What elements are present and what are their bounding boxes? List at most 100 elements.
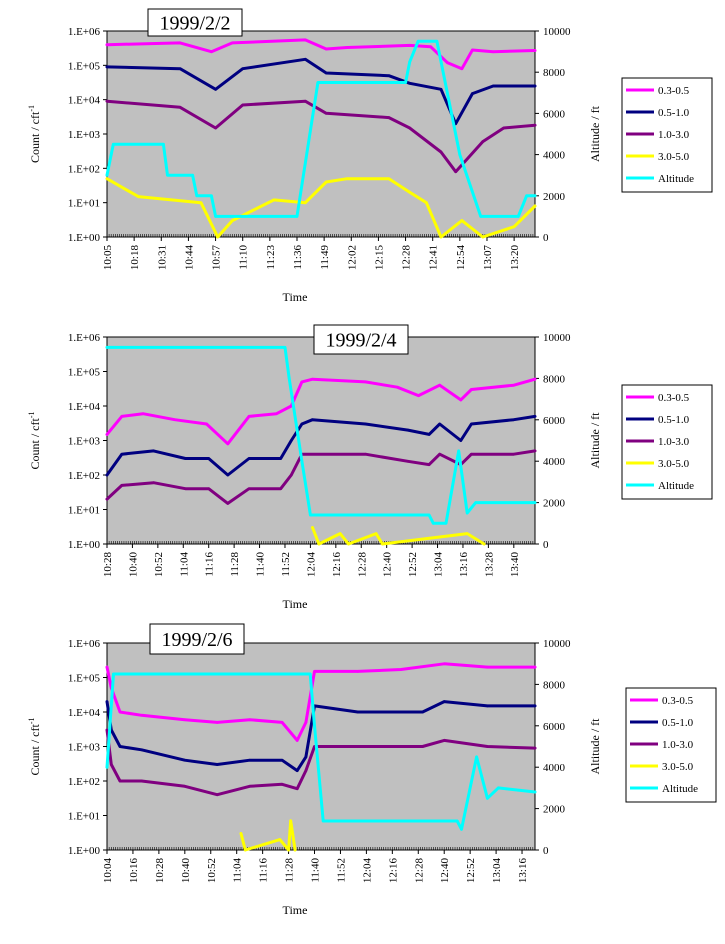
data-point (152, 449, 155, 453)
data-point (396, 385, 399, 389)
y2-tick-label: 4000 (543, 456, 566, 468)
data-point (247, 487, 251, 491)
chart-title: 1999/2/2 (159, 13, 230, 35)
data-point (470, 422, 473, 426)
data-point (345, 46, 349, 49)
y2-tick-label: 4000 (543, 150, 566, 162)
legend-label: 0.3-0.5 (658, 85, 690, 97)
x-tick-label: 12:41 (428, 245, 440, 270)
x-tick-label: 13:04 (491, 858, 503, 884)
y-tick-label: 1.E+05 (68, 367, 101, 379)
data-point (231, 219, 234, 222)
data-point (429, 45, 432, 48)
data-point (408, 126, 412, 130)
y2-tick-label: 6000 (543, 108, 566, 120)
data-point (105, 99, 109, 103)
x-tick-label: 12:02 (346, 245, 358, 270)
data-point (214, 215, 217, 218)
x-tick-label: 12:54 (455, 245, 467, 271)
x-tick-label: 11:23 (265, 245, 277, 270)
data-point (210, 194, 213, 198)
data-point (279, 457, 283, 460)
data-point (300, 459, 304, 463)
data-point (304, 769, 308, 772)
x-tick-label: 10:28 (102, 552, 114, 578)
data-point (118, 779, 122, 783)
data-point (195, 194, 199, 198)
y2-tick-label: 2000 (543, 191, 566, 203)
data-point (416, 40, 420, 43)
data-point (295, 787, 299, 790)
series-line (105, 38, 537, 71)
data-point (110, 763, 113, 766)
data-point (141, 412, 145, 416)
chart-panel: 1.E+00 1.E+01 1.E+02 1.E+03 1.E+04 1.E+05 1.E+… (27, 8, 713, 304)
y2-tick-label: 10000 (543, 638, 571, 650)
data-point (457, 449, 461, 453)
y2-tick-label: 6000 (543, 721, 566, 733)
y2-tick-label: 4000 (543, 762, 566, 774)
y-axis-label: Count / cft-1 (27, 105, 42, 163)
y-axis-label-superscript: -1 (27, 105, 36, 112)
data-point (105, 728, 109, 732)
data-point (486, 745, 489, 748)
y2-tick-label: 8000 (543, 67, 566, 79)
legend-label: 0.5-1.0 (658, 414, 690, 426)
x-tick-label: 11:16 (258, 858, 270, 883)
data-point (497, 786, 500, 790)
data-point (324, 112, 328, 115)
y-axis-label-text: Count / cft (28, 111, 42, 163)
data-point (387, 177, 391, 180)
data-point (287, 848, 290, 852)
data-point (248, 718, 251, 721)
data-point (465, 511, 469, 515)
data-point (215, 721, 219, 724)
chart-title: 1999/2/6 (161, 629, 232, 651)
x-tick-label: 13:16 (458, 552, 470, 578)
data-point (184, 457, 187, 460)
legend-label: 0.5-1.0 (662, 717, 694, 729)
y2-tick-label: 8000 (543, 679, 566, 691)
data-point (275, 412, 278, 416)
x-tick-label: 10:52 (153, 552, 165, 577)
data-point (427, 433, 431, 436)
data-point (404, 81, 407, 84)
data-point (162, 143, 165, 146)
data-point (533, 377, 537, 381)
data-point (364, 422, 367, 426)
data-point (432, 522, 435, 525)
data-point (425, 201, 428, 204)
x-tick-label: 12:28 (413, 858, 425, 884)
data-point (105, 497, 109, 501)
series-0-5-1-0 (105, 700, 537, 773)
data-point (248, 758, 251, 762)
data-point (533, 790, 537, 794)
data-point (438, 422, 442, 426)
data-point (313, 670, 316, 673)
data-point (533, 746, 537, 750)
data-point (417, 394, 420, 397)
data-point (105, 43, 109, 46)
data-point (460, 219, 464, 222)
data-point (173, 418, 177, 422)
data-point (324, 71, 328, 75)
x-tick-label: 13:20 (509, 245, 521, 271)
y2-tick-label: 6000 (543, 415, 566, 427)
series-line (311, 526, 486, 546)
data-point (481, 140, 485, 143)
data-point (356, 710, 360, 714)
data-point (295, 215, 299, 218)
data-point (247, 457, 251, 460)
x-tick-label: 12:04 (305, 552, 317, 578)
data-point (512, 225, 516, 228)
data-point (105, 346, 109, 349)
legend-label: 1.0-3.0 (658, 436, 690, 448)
data-point (474, 501, 478, 504)
data-point (118, 710, 122, 714)
x-tick-label: 13:28 (483, 552, 495, 578)
data-point (207, 487, 210, 491)
x-tick-label: 11:10 (238, 245, 250, 270)
data-point (347, 542, 350, 546)
data-point (486, 797, 489, 800)
data-point (460, 828, 463, 831)
